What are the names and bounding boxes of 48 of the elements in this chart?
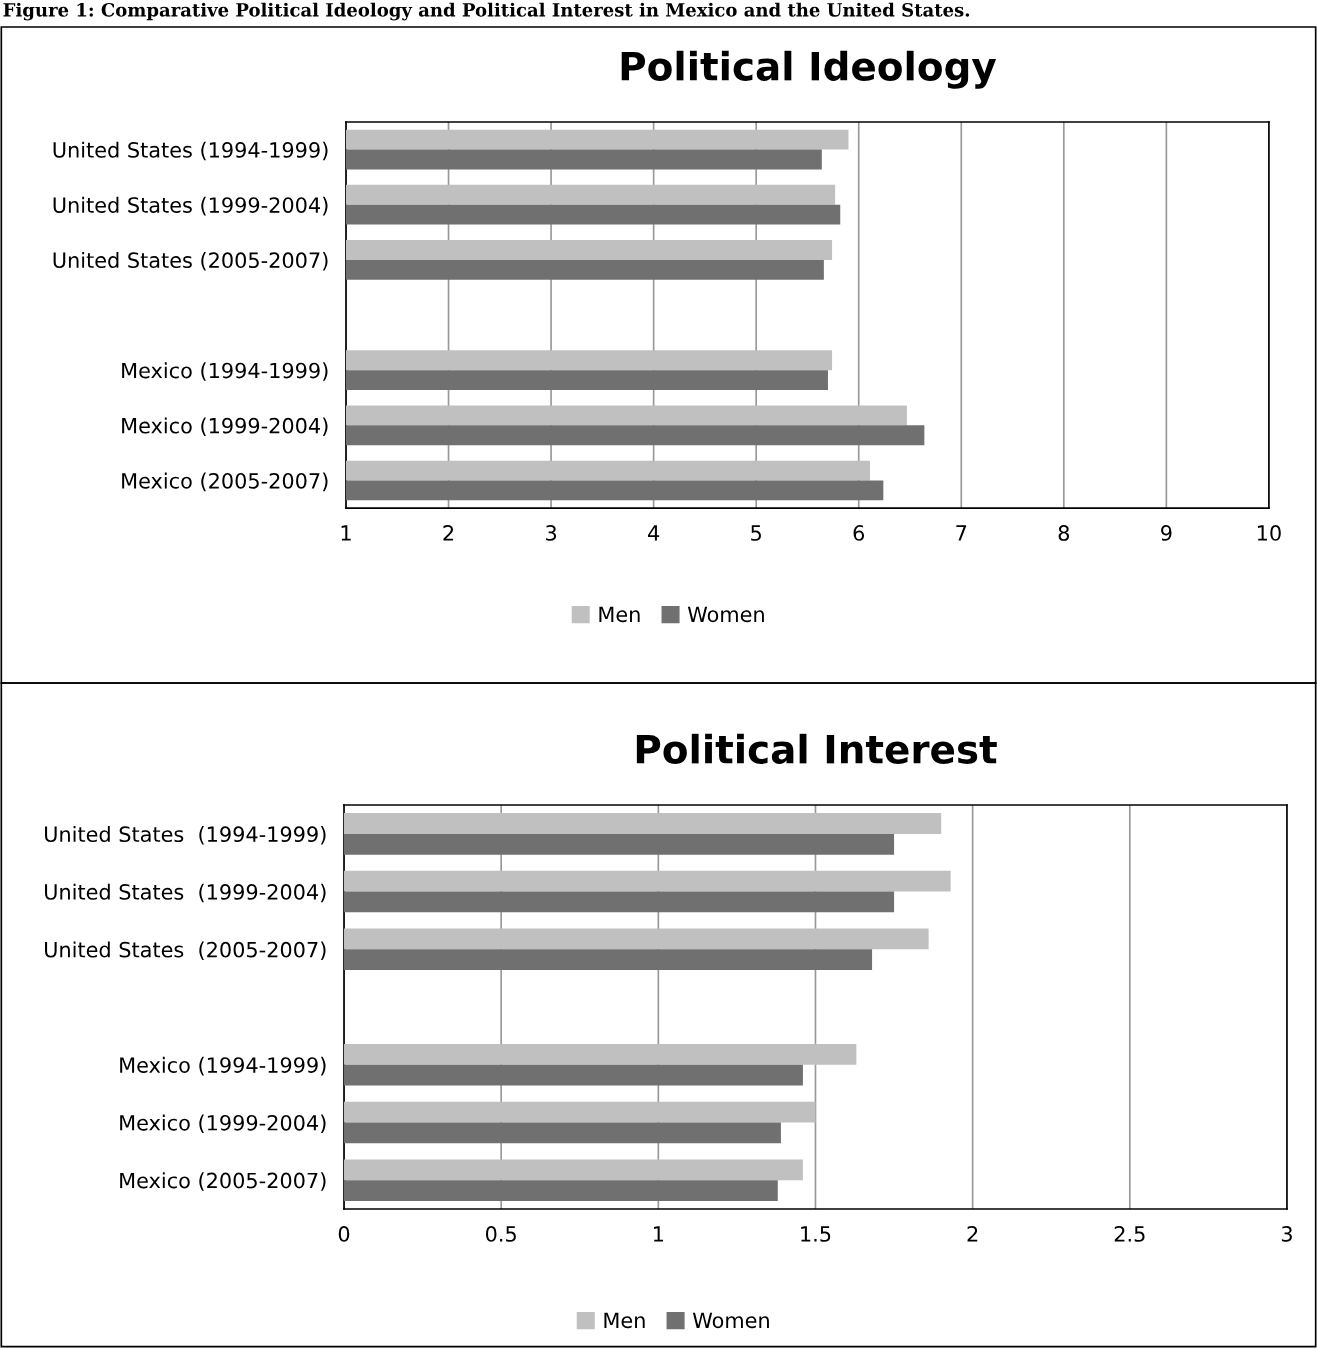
x-tick-label: 1 [653,1226,664,1242]
legend-label: Women [692,1312,769,1329]
chart-title: Political Interest [636,733,997,764]
bar [344,1043,857,1065]
x-tick-label: 6 [853,525,865,541]
x-tick-label: 2.5 [1114,1226,1145,1242]
bar [344,949,873,971]
bar [344,870,951,892]
y-tick-label: Mexico (1994-1999) [120,1056,326,1076]
y-tick-label: Mexico (1999-2004) [122,417,328,436]
y-tick-label: Mexico (1999-2004) [120,1114,326,1134]
y-tick-label: United States (1999-2004) [53,196,328,216]
bar [344,1159,803,1181]
x-tick-label: 5 [751,525,761,541]
bar [344,1180,778,1201]
y-tick-label: Mexico (2005-2007) [122,472,328,492]
legend-label: Women [687,606,764,623]
y-tick-label: United States (2005-2007) [45,941,326,960]
y-tick-label: United States (1994-1999) [45,825,326,845]
caption: Figure 1: Comparative Political Ideology and Political Interest in Mexico and the United States. [3,2,970,21]
y-tick-label: United States (2005-2007) [53,251,328,271]
y-tick-label: Mexico (2005-2007) [120,1172,326,1191]
bar [344,1101,816,1123]
y-tick-label: United States (1994-1999) [53,141,328,161]
x-tick-label: 7 [956,525,967,541]
y-tick-label: United States (1999-2004) [45,883,326,903]
x-tick-label: 0 [338,1226,350,1242]
x-tick-label: 1 [341,525,351,541]
bar [344,891,895,913]
x-tick-label: 3 [546,525,557,541]
x-tick-label: 4 [648,525,660,541]
bar [344,1122,781,1144]
bar [344,813,942,834]
x-tick-label: 8 [1058,525,1070,541]
x-tick-label: 3 [1281,1226,1292,1242]
x-tick-label: 1.5 [801,1226,831,1242]
x-tick-label: 9 [1161,525,1172,541]
bar [344,928,929,950]
chart-title: Political Ideology [621,50,997,89]
legend-label: Men [599,606,640,623]
bar [344,833,895,855]
x-tick-label: 10 [1257,525,1281,541]
x-tick-label: 2 [443,525,454,541]
bar [344,1064,803,1086]
legend-label: Men [604,1312,645,1329]
y-tick-label: Mexico (1994-1999) [122,362,328,381]
x-tick-label: 0.5 [485,1226,516,1242]
x-tick-label: 2 [967,1226,978,1242]
